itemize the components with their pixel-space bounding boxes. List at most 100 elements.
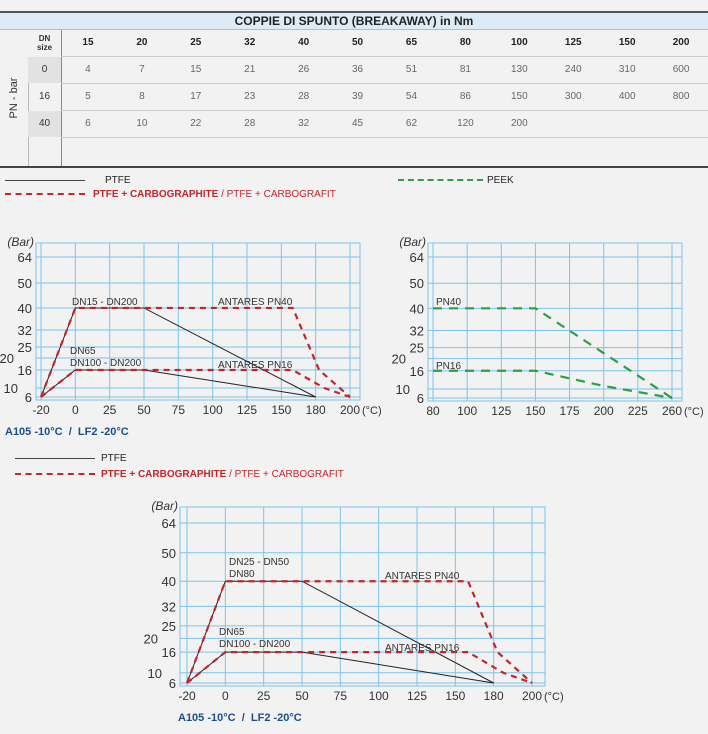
x-tick-label: 0 <box>72 403 79 417</box>
y-tick-label: 64 <box>162 516 176 531</box>
dn-size-header: 65 <box>405 37 418 48</box>
torque-cell: 240 <box>564 64 582 75</box>
y-tick-label: 10 <box>4 381 18 396</box>
dn-size-corner: DN size <box>28 34 61 52</box>
chart-annotation: ANTARES PN16 <box>218 360 293 371</box>
torque-cell: 39 <box>352 91 364 102</box>
torque-cell: 7 <box>139 64 145 75</box>
legend-carbographite-2: PTFE + CARBOGRAPHITE / PTFE + CARBOGRAFI… <box>15 469 344 480</box>
y-tick-label: 20 <box>144 631 158 646</box>
dashed-line-icon <box>5 193 85 196</box>
x-tick-label: 50 <box>137 403 151 417</box>
series-line-carbo <box>39 306 351 398</box>
x-tick-label: 180 <box>306 403 326 417</box>
torque-cell: 62 <box>405 118 418 129</box>
y-tick-label: 32 <box>18 323 32 338</box>
x-tick-label: 75 <box>334 689 348 703</box>
dn-size-header: 80 <box>459 37 471 48</box>
x-tick-label: 50 <box>295 689 309 703</box>
chart-annotation: DN25 - DN50 <box>229 557 289 568</box>
chart-annotation: DN80 <box>229 569 255 580</box>
chart-annotation: DN15 - DN200 <box>72 297 138 308</box>
row-label-pn: 16 <box>38 91 51 102</box>
x-tick-label: 200 <box>522 689 542 703</box>
x-tick-label: 25 <box>257 689 271 703</box>
torque-cell: 400 <box>618 91 636 102</box>
torque-cell: 150 <box>510 91 528 102</box>
x-tick-label: 125 <box>237 403 257 417</box>
torque-cell: 23 <box>244 91 256 102</box>
torque-cell: 15 <box>190 64 202 75</box>
dn-size-header: 25 <box>190 37 202 48</box>
chart-annotation: PN40 <box>436 297 461 308</box>
y-tick-label: 64 <box>410 250 424 265</box>
legend-ptfe-2: PTFE <box>15 453 127 464</box>
legend-sep: / <box>221 189 224 200</box>
legend-label: PTFE <box>105 175 131 186</box>
x-tick-label: 150 <box>445 689 465 703</box>
table-row: 4 7 15 21 26 36 51 81 130 240 310 600 <box>61 57 708 84</box>
legend-label: PTFE + CARBOGRAPHITE <box>93 189 219 200</box>
x-tick-label: 150 <box>525 404 545 418</box>
chart-annotation: DN65 <box>70 346 96 357</box>
table-grid: PN - bar DN size 15 20 25 32 40 50 65 80 100 125 15… <box>0 30 708 168</box>
dn-size-header: 50 <box>352 37 364 48</box>
torque-cell: 54 <box>405 91 418 102</box>
torque-cell: 32 <box>298 118 310 129</box>
torque-cell: 22 <box>190 118 202 129</box>
dn-size-header: 100 <box>510 37 528 48</box>
torque-cell: 86 <box>459 91 471 102</box>
table-row: 6 10 22 28 32 45 62 120 200 <box>61 111 708 138</box>
row-label-pn: 0 <box>28 57 61 83</box>
torque-cell: 28 <box>244 118 256 129</box>
torque-cell: 10 <box>136 118 148 129</box>
y-tick-label: 16 <box>410 364 424 379</box>
y-tick-label: 6 <box>169 676 176 691</box>
chart-annotation: DN65 <box>219 627 245 638</box>
y-tick-label: 10 <box>396 382 410 397</box>
green-dashed-line-icon <box>398 179 483 182</box>
solid-line-icon <box>5 179 85 181</box>
y-tick-label: 25 <box>18 340 32 355</box>
x-unit-label: (°C) <box>684 406 704 418</box>
chart-annotation: ANTARES PN40 <box>218 297 293 308</box>
series-line-carbo <box>40 368 351 399</box>
corner-size: size <box>36 43 53 52</box>
x-tick-label: 75 <box>172 403 186 417</box>
y-tick-label: 40 <box>162 574 176 589</box>
torque-cell: 26 <box>298 64 310 75</box>
plot-frame <box>35 242 361 401</box>
table-title: COPPIE DI SPUNTO (BREAKAWAY) in Nm <box>0 13 708 30</box>
dn-size-header: 20 <box>136 37 148 48</box>
torque-cell: 600 <box>672 64 690 75</box>
torque-cell: 36 <box>352 64 364 75</box>
header-row: 15 20 25 32 40 50 65 80 100 125 150 200 <box>61 30 708 57</box>
chart-annotation: PN16 <box>436 361 461 372</box>
torque-cell: 5 <box>85 91 91 102</box>
chart-annotation: ANTARES PN40 <box>385 571 460 582</box>
torque-cell: 21 <box>244 64 256 75</box>
y-tick-label: 20 <box>392 352 406 367</box>
x-tick-label: 25 <box>103 403 117 417</box>
y-axis-label: (Bar) <box>151 499 178 513</box>
chart-annotation: ANTARES PN16 <box>385 643 460 654</box>
y-tick-label: 50 <box>18 276 32 291</box>
legend-carbographite: PTFE + CARBOGRAPHITE / PTFE + CARBOGRAFI… <box>5 189 336 200</box>
torque-cell: 200 <box>510 118 528 129</box>
series-line-peek <box>433 369 673 400</box>
x-tick-label: 200 <box>340 403 360 417</box>
legend-label: PTFE + CARBOGRAPHITE <box>101 469 227 480</box>
series-line-carbo <box>185 580 533 684</box>
y-tick-label: 25 <box>410 341 424 356</box>
solid-line-icon <box>15 457 95 459</box>
row-label-pn: 40 <box>28 111 61 137</box>
chart3-footnote: A105 -10°C / LF2 -20°C <box>178 712 302 724</box>
x-unit-label: (°C) <box>544 691 564 703</box>
series-line-peek <box>433 307 673 399</box>
y-tick-label: 10 <box>148 666 162 681</box>
chart-annotation: DN100 - DN200 <box>219 639 291 650</box>
dn-size-header: 125 <box>564 37 582 48</box>
legend-sep: / <box>229 469 232 480</box>
x-tick-label: 125 <box>491 404 511 418</box>
